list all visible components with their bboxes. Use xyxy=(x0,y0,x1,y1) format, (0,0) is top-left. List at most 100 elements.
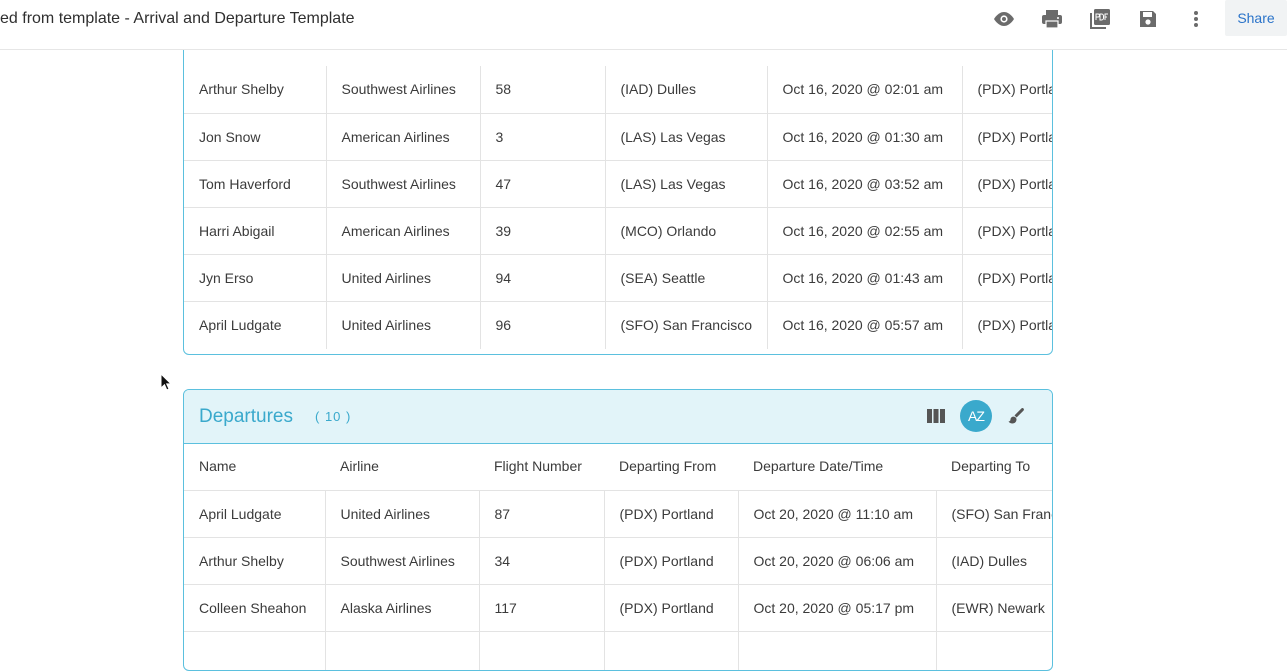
cell-name[interactable]: Jon Snow xyxy=(184,113,327,161)
cell-flight-number[interactable]: 96 xyxy=(480,301,606,349)
cell-airline[interactable]: United Airlines xyxy=(326,254,481,302)
document-title[interactable]: tled from template - Arrival and Departu… xyxy=(0,10,355,27)
cell-airline[interactable]: Southwest Airlines xyxy=(325,537,480,585)
cell-name[interactable]: Harri Abigail xyxy=(184,207,327,255)
cell-arriving-to[interactable]: (PDX) Portland xyxy=(962,66,1052,114)
cell-flight-number[interactable] xyxy=(479,631,605,670)
sort-az-icon: AZ xyxy=(968,408,985,424)
mouse-cursor-icon xyxy=(160,373,172,391)
cell-flight-number[interactable]: 94 xyxy=(480,254,606,302)
cell-name[interactable]: Colleen Sheahon xyxy=(184,584,326,632)
departures-header: Departures ( 10 ) AZ xyxy=(184,390,1052,444)
cell-arriving-from[interactable]: (SEA) Seattle xyxy=(605,254,768,302)
export-pdf-button[interactable] xyxy=(1085,6,1115,32)
sort-az-button[interactable]: AZ xyxy=(960,400,992,432)
cell-name[interactable]: Arthur Shelby xyxy=(184,66,327,114)
column-header-name[interactable]: Name xyxy=(184,443,325,491)
cell-flight-number[interactable]: 87 xyxy=(479,490,605,538)
cell-arrival-datetime[interactable]: Oct 16, 2020 @ 03:52 am xyxy=(767,160,963,208)
share-button[interactable]: Share xyxy=(1225,0,1287,36)
cell-name[interactable]: April Ludgate xyxy=(184,490,326,538)
cell-departing-to[interactable]: (EWR) Newark xyxy=(936,584,1052,632)
cell-arriving-from[interactable]: (IAD) Dulles xyxy=(605,66,768,114)
departures-table-panel: Departures ( 10 ) AZ Name Airline Fli xyxy=(183,389,1053,671)
save-icon xyxy=(1140,11,1156,27)
cell-departure-datetime[interactable] xyxy=(738,631,937,670)
cell-airline[interactable]: United Airlines xyxy=(326,301,481,349)
cell-airline[interactable]: American Airlines xyxy=(326,207,481,255)
brush-icon xyxy=(1008,408,1024,424)
column-header-flight-number[interactable]: Flight Number xyxy=(479,443,604,491)
cell-airline[interactable]: American Airlines xyxy=(326,113,481,161)
eye-icon xyxy=(994,12,1014,26)
cell-flight-number[interactable]: 47 xyxy=(480,160,606,208)
cell-arriving-to[interactable]: (PDX) Portland xyxy=(962,113,1052,161)
pdf-icon xyxy=(1090,9,1110,29)
cell-arriving-from[interactable]: (SFO) San Francisco xyxy=(605,301,768,349)
cell-arrival-datetime[interactable]: Oct 16, 2020 @ 01:30 am xyxy=(767,113,963,161)
cell-airline[interactable]: Alaska Airlines xyxy=(325,584,480,632)
cell-departing-from[interactable]: (PDX) Portland xyxy=(604,584,739,632)
table-row[interactable]: Colleen Sheahon Alaska Airlines 117 (PDX… xyxy=(184,584,1052,632)
cell-flight-number[interactable]: 3 xyxy=(480,113,606,161)
table-row[interactable]: Tom Haverford Southwest Airlines 47 (LAS… xyxy=(184,160,1052,208)
columns-button[interactable] xyxy=(926,406,946,426)
cell-departing-to[interactable] xyxy=(936,631,1052,670)
cell-departing-from[interactable]: (PDX) Portland xyxy=(604,490,739,538)
cell-arriving-from[interactable]: (LAS) Las Vegas xyxy=(605,113,768,161)
table-row[interactable]: Arthur Shelby Southwest Airlines 34 (PDX… xyxy=(184,537,1052,585)
print-button[interactable] xyxy=(1037,6,1067,32)
cell-arriving-from[interactable]: (LAS) Las Vegas xyxy=(605,160,768,208)
cell-flight-number[interactable]: 39 xyxy=(480,207,606,255)
cell-flight-number[interactable]: 34 xyxy=(479,537,605,585)
table-row[interactable] xyxy=(184,631,1052,670)
more-options-button[interactable] xyxy=(1181,6,1211,32)
table-header-row: Name Airline Flight Number Departing Fro… xyxy=(184,443,1052,491)
cell-flight-number[interactable]: 117 xyxy=(479,584,605,632)
cell-departing-to[interactable]: (SFO) San Francisco xyxy=(936,490,1052,538)
cell-arriving-to[interactable]: (PDX) Portland xyxy=(962,254,1052,302)
cell-arrival-datetime[interactable]: Oct 16, 2020 @ 02:01 am xyxy=(767,66,963,114)
more-vertical-icon xyxy=(1194,11,1198,27)
arrivals-table-panel: Arthur Shelby Southwest Airlines 58 (IAD… xyxy=(183,20,1053,355)
cell-arriving-to[interactable]: (PDX) Portland xyxy=(962,207,1052,255)
cell-arrival-datetime[interactable]: Oct 16, 2020 @ 02:55 am xyxy=(767,207,963,255)
departures-table: Name Airline Flight Number Departing Fro… xyxy=(184,443,1052,670)
cell-airline[interactable] xyxy=(325,631,480,670)
cell-arriving-to[interactable]: (PDX) Portland xyxy=(962,301,1052,349)
cell-departing-to[interactable]: (IAD) Dulles xyxy=(936,537,1052,585)
cell-name[interactable] xyxy=(184,631,326,670)
print-icon xyxy=(1042,10,1062,29)
cell-arrival-datetime[interactable]: Oct 16, 2020 @ 01:43 am xyxy=(767,254,963,302)
cell-departing-from[interactable] xyxy=(604,631,739,670)
format-brush-button[interactable] xyxy=(1006,406,1026,426)
arrivals-table: Arthur Shelby Southwest Airlines 58 (IAD… xyxy=(184,66,1052,349)
cell-flight-number[interactable]: 58 xyxy=(480,66,606,114)
column-header-airline[interactable]: Airline xyxy=(325,443,479,491)
cell-airline[interactable]: Southwest Airlines xyxy=(326,160,481,208)
cell-arriving-to[interactable]: (PDX) Portland xyxy=(962,160,1052,208)
cell-name[interactable]: Arthur Shelby xyxy=(184,537,326,585)
save-button[interactable] xyxy=(1133,6,1163,32)
table-row[interactable]: April Ludgate United Airlines 87 (PDX) P… xyxy=(184,490,1052,538)
cell-airline[interactable]: United Airlines xyxy=(325,490,480,538)
table-row[interactable]: April Ludgate United Airlines 96 (SFO) S… xyxy=(184,301,1052,349)
cell-departure-datetime[interactable]: Oct 20, 2020 @ 11:10 am xyxy=(738,490,937,538)
cell-airline[interactable]: Southwest Airlines xyxy=(326,66,481,114)
table-row[interactable]: Harri Abigail American Airlines 39 (MCO)… xyxy=(184,207,1052,255)
cell-name[interactable]: Jyn Erso xyxy=(184,254,327,302)
table-row[interactable]: Jyn Erso United Airlines 94 (SEA) Seattl… xyxy=(184,254,1052,302)
preview-button[interactable] xyxy=(989,6,1019,32)
table-row[interactable]: Arthur Shelby Southwest Airlines 58 (IAD… xyxy=(184,66,1052,114)
cell-arrival-datetime[interactable]: Oct 16, 2020 @ 05:57 am xyxy=(767,301,963,349)
cell-arriving-from[interactable]: (MCO) Orlando xyxy=(605,207,768,255)
cell-name[interactable]: April Ludgate xyxy=(184,301,327,349)
column-header-departing-from[interactable]: Departing From xyxy=(604,443,738,491)
column-header-departing-to[interactable]: Departing To xyxy=(936,443,1052,491)
cell-departure-datetime[interactable]: Oct 20, 2020 @ 05:17 pm xyxy=(738,584,937,632)
column-header-departure-datetime[interactable]: Departure Date/Time xyxy=(738,443,936,491)
cell-departure-datetime[interactable]: Oct 20, 2020 @ 06:06 am xyxy=(738,537,937,585)
cell-name[interactable]: Tom Haverford xyxy=(184,160,327,208)
cell-departing-from[interactable]: (PDX) Portland xyxy=(604,537,739,585)
table-row[interactable]: Jon Snow American Airlines 3 (LAS) Las V… xyxy=(184,113,1052,161)
